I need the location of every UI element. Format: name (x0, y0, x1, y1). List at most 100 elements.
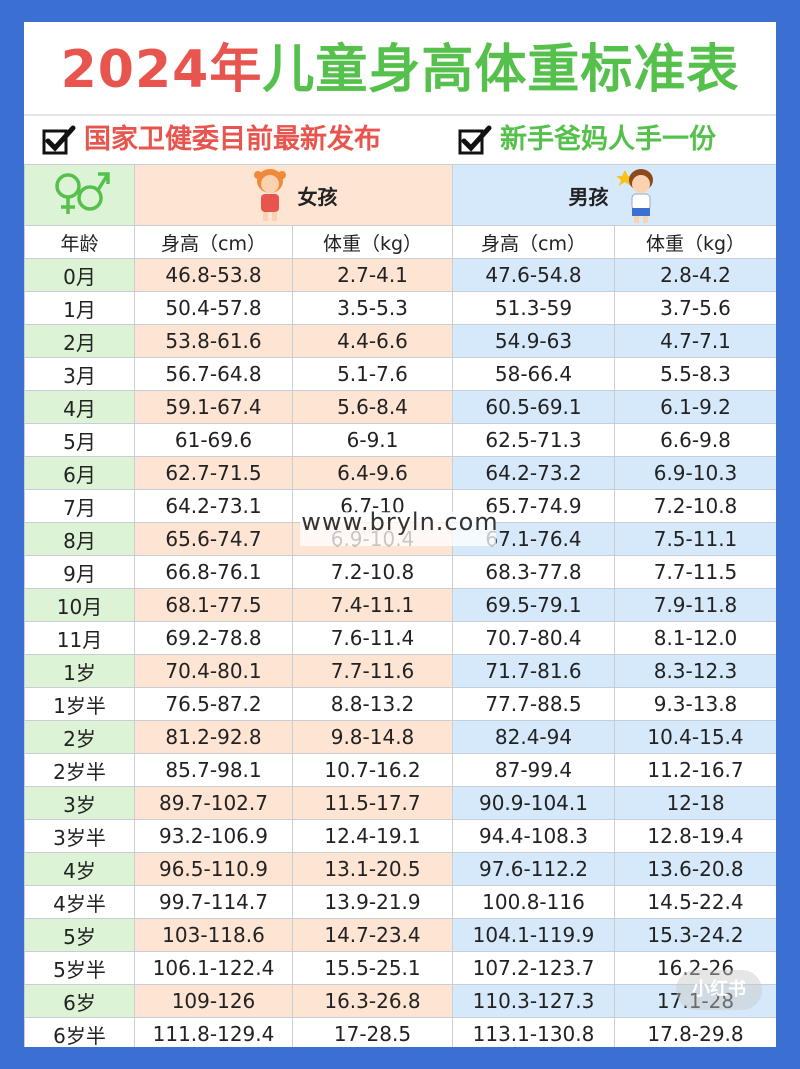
boy-weight-cell: 6.9-10.3 (614, 456, 776, 490)
boy-height-cell: 104.1-119.9 (452, 918, 615, 952)
boy-height-cell: 51.3-59 (452, 291, 615, 325)
table-row: 0月 46.8-53.8 2.7-4.1 47.6-54.8 2.8-4.2 (24, 258, 776, 292)
age-column-header: 年龄 (24, 225, 135, 259)
girl-height-header: 身高（cm） (134, 225, 293, 259)
table-row: 3岁半 93.2-106.9 12.4-19.1 94.4-108.3 12.8-19.… (24, 819, 776, 853)
boy-weight-cell: 4.7-7.1 (614, 324, 776, 358)
table-row: 6岁半 111.8-129.4 17-28.5 113.1-130.8 17.8-29.… (24, 1017, 776, 1047)
subtitle-left: 国家卫健委目前最新发布 (42, 122, 381, 158)
table-row: 1岁 70.4-80.1 7.7-11.6 71.7-81.6 8.3-12.3 (24, 654, 776, 688)
girl-height-cell: 96.5-110.9 (134, 852, 293, 886)
age-cell: 9月 (24, 555, 135, 589)
table-row: 9月 66.8-76.1 7.2-10.8 68.3-77.8 7.7-11.5 (24, 555, 776, 589)
girl-weight-cell: 16.3-26.8 (292, 984, 453, 1018)
girl-height-cell: 68.1-77.5 (134, 588, 293, 622)
watermark-backdrop (300, 512, 496, 546)
gender-header-row: 女孩 男孩 (24, 164, 776, 226)
boy-weight-cell: 7.7-11.5 (614, 555, 776, 589)
boy-height-cell: 71.7-81.6 (452, 654, 615, 688)
table-row: 1月 50.4-57.8 3.5-5.3 51.3-59 3.7-5.6 (24, 291, 776, 325)
girl-weight-header: 体重（kg） (292, 225, 453, 259)
gender-symbols-icon (24, 164, 135, 226)
girl-weight-cell: 4.4-6.6 (292, 324, 453, 358)
table-row: 2岁 81.2-92.8 9.8-14.8 82.4-94 10.4-15.4 (24, 720, 776, 754)
boy-weight-cell: 10.4-15.4 (614, 720, 776, 754)
age-cell: 6月 (24, 456, 135, 490)
age-cell: 4岁 (24, 852, 135, 886)
boy-height-cell: 107.2-123.7 (452, 951, 615, 985)
boy-height-cell: 70.7-80.4 (452, 621, 615, 655)
boy-weight-cell: 6.6-9.8 (614, 423, 776, 457)
boy-weight-cell: 2.8-4.2 (614, 258, 776, 292)
boy-weight-cell: 13.6-20.8 (614, 852, 776, 886)
title-main: 儿童身高体重标准表 (262, 40, 740, 100)
age-cell: 8月 (24, 522, 135, 556)
subtitle-left-text: 国家卫健委目前最新发布 (84, 124, 381, 155)
girl-height-cell: 109-126 (134, 984, 293, 1018)
corner-badge: 小红书 (676, 970, 762, 1010)
girl-weight-cell: 7.2-10.8 (292, 555, 453, 589)
table-row: 5岁 103-118.6 14.7-23.4 104.1-119.9 15.3-24.2 (24, 918, 776, 952)
girl-height-cell: 89.7-102.7 (134, 786, 293, 820)
girl-header: 女孩 (134, 164, 453, 226)
boy-weight-cell: 17.1-28 (614, 984, 776, 1018)
boy-height-cell: 94.4-108.3 (452, 819, 615, 853)
boy-weight-cell: 5.5-8.3 (614, 357, 776, 391)
girl-weight-cell: 9.8-14.8 (292, 720, 453, 754)
boy-height-cell: 68.3-77.8 (452, 555, 615, 589)
age-cell: 3月 (24, 357, 135, 391)
boy-label: 男孩 (568, 184, 609, 209)
girl-weight-cell: 2.7-4.1 (292, 258, 453, 292)
age-cell: 5月 (24, 423, 135, 457)
girl-weight-cell: 6.4-9.6 (292, 456, 453, 490)
table-row: 10月 68.1-77.5 7.4-11.1 69.5-79.1 7.9-11.8 (24, 588, 776, 622)
girl-weight-cell: 7.4-11.1 (292, 588, 453, 622)
boy-height-cell: 64.2-73.2 (452, 456, 615, 490)
boy-height-cell: 90.9-104.1 (452, 786, 615, 820)
girl-weight-cell: 12.4-19.1 (292, 819, 453, 853)
girl-height-cell: 56.7-64.8 (134, 357, 293, 391)
boy-weight-cell: 9.3-13.8 (614, 687, 776, 721)
table-row: 2岁半 85.7-98.1 10.7-16.2 87-99.4 11.2-16.7 (24, 753, 776, 787)
age-cell: 6岁半 (24, 1017, 135, 1047)
girl-height-cell: 66.8-76.1 (134, 555, 293, 589)
age-cell: 1岁半 (24, 687, 135, 721)
girl-weight-cell: 3.5-5.3 (292, 291, 453, 325)
checkmark-icon (458, 125, 492, 155)
girl-weight-cell: 8.8-13.2 (292, 687, 453, 721)
girl-weight-cell: 11.5-17.7 (292, 786, 453, 820)
age-cell: 4岁半 (24, 885, 135, 919)
girl-weight-cell: 17-28.5 (292, 1017, 453, 1047)
girl-height-cell: 106.1-122.4 (134, 951, 293, 985)
boy-height-cell: 113.1-130.8 (452, 1017, 615, 1047)
girl-weight-cell: 5.1-7.6 (292, 357, 453, 391)
girl-height-cell: 53.8-61.6 (134, 324, 293, 358)
table-row: 3月 56.7-64.8 5.1-7.6 58-66.4 5.5-8.3 (24, 357, 776, 391)
boy-weight-cell: 3.7-5.6 (614, 291, 776, 325)
girl-height-cell: 61-69.6 (134, 423, 293, 457)
age-cell: 0月 (24, 258, 135, 292)
girl-weight-cell: 7.7-11.6 (292, 654, 453, 688)
boy-height-cell: 60.5-69.1 (452, 390, 615, 424)
girl-height-cell: 99.7-114.7 (134, 885, 293, 919)
girl-height-cell: 111.8-129.4 (134, 1017, 293, 1047)
boy-height-cell: 54.9-63 (452, 324, 615, 358)
table-row: 4月 59.1-67.4 5.6-8.4 60.5-69.1 6.1-9.2 (24, 390, 776, 424)
girl-height-cell: 50.4-57.8 (134, 291, 293, 325)
girl-height-cell: 103-118.6 (134, 918, 293, 952)
girl-weight-cell: 5.6-8.4 (292, 390, 453, 424)
boy-weight-cell: 7.2-10.8 (614, 489, 776, 523)
boy-height-cell: 110.3-127.3 (452, 984, 615, 1018)
boy-height-cell: 77.7-88.5 (452, 687, 615, 721)
boy-header: 男孩 (452, 164, 776, 226)
boy-height-cell: 62.5-71.3 (452, 423, 615, 457)
girl-height-cell: 85.7-98.1 (134, 753, 293, 787)
boy-height-cell: 82.4-94 (452, 720, 615, 754)
table-row: 7月 64.2-73.1 6.7-10 65.7-74.9 7.2-10.8 (24, 489, 776, 523)
age-cell: 2岁半 (24, 753, 135, 787)
boy-height-cell: 97.6-112.2 (452, 852, 615, 886)
table-row: 5岁半 106.1-122.4 15.5-25.1 107.2-123.7 16.2-2… (24, 951, 776, 985)
girl-height-cell: 76.5-87.2 (134, 687, 293, 721)
girl-height-cell: 70.4-80.1 (134, 654, 293, 688)
girl-weight-cell: 7.6-11.4 (292, 621, 453, 655)
